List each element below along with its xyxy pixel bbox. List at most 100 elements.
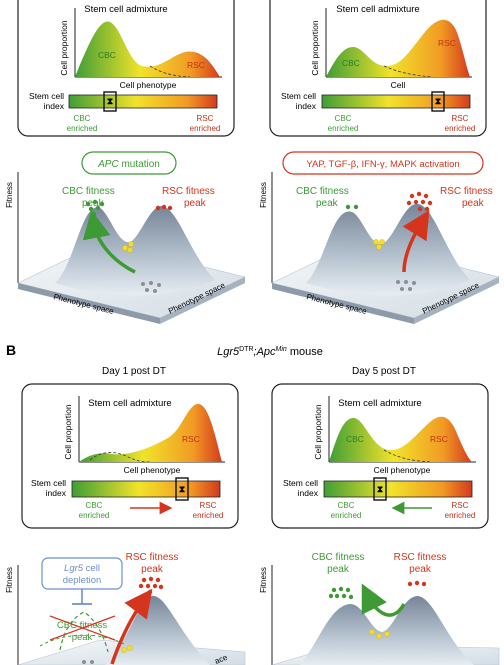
fitness-landscape <box>306 203 470 296</box>
fitness-label: Fitness <box>259 182 268 208</box>
cbc-end-2: enriched <box>331 511 362 520</box>
index-label-2: index <box>296 101 317 111</box>
cbc-end-1: CBC <box>338 501 355 510</box>
panel-b-right: Day 5 post DT Stem cell admixture Cell p… <box>259 366 500 665</box>
cbc-end-2: enriched <box>328 124 359 133</box>
cbc-peak-2: peak <box>316 198 339 209</box>
rsc-end-2: enriched <box>445 124 476 133</box>
mixture-dashed <box>149 65 191 78</box>
cross-out-2 <box>49 615 116 641</box>
arrow-to-cbc-peak <box>82 210 136 274</box>
index-marker <box>175 477 189 501</box>
index-label-1: Stem cell <box>281 91 316 101</box>
green-cell-cluster <box>328 586 354 600</box>
cbc-end-2: enriched <box>67 124 98 133</box>
fitness-label: Fitness <box>5 182 14 208</box>
floor-edge-side <box>414 277 499 324</box>
index-label-1: Stem cell <box>283 478 318 488</box>
y-axis-label: Cell proportion <box>310 20 320 76</box>
fitness-label: Fitness <box>259 567 268 593</box>
stem-cell-index-bar <box>321 94 471 109</box>
panel-a-right: Stem cell admixture Cell proportion CBC … <box>259 0 500 324</box>
trigger-pill <box>81 151 177 175</box>
depletion-line-1: Lgr5 cell <box>64 563 100 574</box>
mixture-curve <box>79 404 222 462</box>
mixture-box <box>271 383 489 529</box>
index-label-2: index <box>46 488 67 498</box>
fitness-label: Fitness <box>5 567 14 593</box>
rsc-label: RSC <box>438 38 456 48</box>
floor-edge-front <box>272 283 414 324</box>
y-axis-label: Cell proportion <box>59 20 69 76</box>
green-cell-cluster <box>85 199 105 217</box>
mixture-dashed <box>383 65 433 78</box>
day-label: Day 5 post DT <box>352 366 416 377</box>
mixture-curve <box>326 19 470 77</box>
index-marker <box>103 91 117 112</box>
rsc-end-1: RSC <box>452 114 469 123</box>
panel-b-letter: B <box>6 342 16 358</box>
y-axis-label: Cell proportion <box>63 404 73 460</box>
marker-glyph: ⧗ <box>179 484 185 494</box>
cbc-label: CBC <box>98 50 116 60</box>
stem-cell-index-bar <box>71 480 221 498</box>
floor-edge-front <box>18 283 160 324</box>
cbc-label: CBC <box>342 58 360 68</box>
mixture-dashed <box>383 449 433 463</box>
depleted-cbc-outline <box>39 634 125 647</box>
grey-cell-cluster <box>82 660 94 664</box>
cbc-end-1: CBC <box>74 114 91 123</box>
index-label-1: Stem cell <box>31 478 66 488</box>
rsc-peak-1: RSC fitness <box>162 186 215 197</box>
yellow-cell-cluster <box>369 629 390 639</box>
rsc-label: RSC <box>182 434 200 444</box>
mixture-title: Stem cell admixture <box>336 4 419 15</box>
fitness-landscape <box>55 205 215 296</box>
rsc-label: RSC <box>430 434 448 444</box>
cbc-end-1: CBC <box>86 501 103 510</box>
cbc-peak-2: peak <box>327 564 350 575</box>
cbc-peak-2: peak <box>82 198 105 209</box>
index-marker <box>373 477 387 501</box>
cbc-peak-1: CBC fitness <box>312 552 365 563</box>
mixture-box <box>21 383 239 529</box>
grey-cell-cluster <box>141 281 161 293</box>
rsc-end-1: RSC <box>452 501 469 510</box>
cbc-end-2: enriched <box>79 511 110 520</box>
mixture-box <box>269 0 487 137</box>
mixture-title: Stem cell admixture <box>88 398 171 409</box>
yellow-cell-cluster <box>121 645 133 653</box>
rsc-peak-1: RSC fitness <box>394 552 447 563</box>
fitness-landscape <box>300 596 474 665</box>
x-axis-label: Cell phenotype <box>120 80 177 90</box>
mixture-curve <box>329 416 472 462</box>
trigger-text: YAP, TGF-β, IFN-γ, MAPK activation <box>306 159 459 170</box>
rsc-peak-1: RSC fitness <box>126 552 179 563</box>
red-cell-cluster <box>155 204 173 211</box>
depletion-line-2: depletion <box>63 575 102 586</box>
phenotype-space-side: ace <box>213 652 229 665</box>
yellow-cell-cluster <box>122 241 134 253</box>
cbc-peak-1: CBC fitness <box>62 186 115 197</box>
rsc-end-1: RSC <box>200 501 217 510</box>
cbc-label: CBC <box>346 434 364 444</box>
index-label-1: Stem cell <box>29 91 64 101</box>
cbc-peak-2: peak <box>72 632 93 643</box>
mixture-title: Stem cell admixture <box>338 398 421 409</box>
green-cell-cluster <box>345 204 359 210</box>
rsc-peak-2: peak <box>184 198 207 209</box>
arrow-to-rsc-peak <box>402 210 430 273</box>
rsc-peak-2: peak <box>141 564 164 575</box>
rsc-peak-1: RSC fitness <box>440 186 493 197</box>
panel-b-left: Day 1 post DT Stem cell admixture Cell p… <box>5 366 246 665</box>
marker-glyph: ⧗ <box>377 484 383 494</box>
rsc-end-2: enriched <box>445 511 476 520</box>
stem-cell-index-bar <box>323 480 473 498</box>
mixture-box <box>17 0 235 137</box>
arrow-to-rsc-peak <box>110 588 153 665</box>
marker-glyph: ⧗ <box>107 96 113 106</box>
yellow-cell-cluster <box>373 239 385 250</box>
y-axis-label: Cell proportion <box>313 404 323 460</box>
red-cell-cluster <box>407 580 427 587</box>
